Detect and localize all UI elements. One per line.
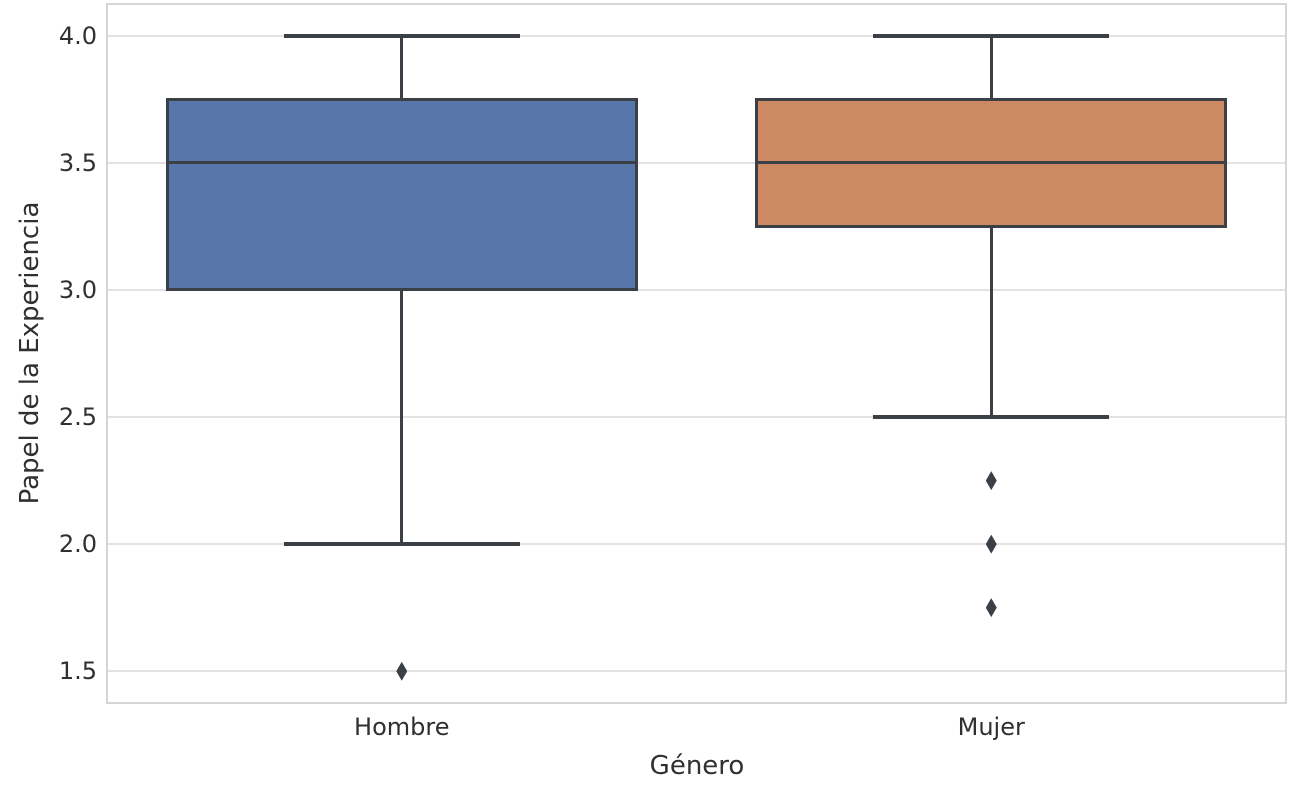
whisker-cap-upper-hombre [283, 33, 520, 38]
y-tick-label: 3.0 [58, 275, 97, 304]
x-tick-label-hombre: Hombre [354, 713, 450, 741]
gridline [108, 34, 1285, 37]
outlier-marker-hombre [396, 661, 408, 681]
outlier-marker-mujer [985, 471, 997, 491]
y-axis-label: Papel de la Experiencia [15, 201, 45, 505]
whisker-upper-line-mujer [989, 35, 993, 100]
whisker-lower-line-hombre [400, 289, 404, 545]
y-tick-label: 2.0 [58, 530, 97, 559]
whisker-cap-upper-mujer [873, 33, 1110, 38]
x-tick-label-mujer: Mujer [957, 713, 1025, 741]
whisker-cap-lower-mujer [873, 415, 1110, 420]
median-line-mujer [755, 161, 1228, 165]
outlier-marker-mujer [985, 534, 997, 554]
gridline [108, 161, 1285, 164]
whisker-cap-lower-hombre [283, 542, 520, 547]
median-line-hombre [165, 161, 638, 165]
whisker-upper-line-hombre [400, 35, 404, 100]
whisker-lower-line-mujer [989, 226, 993, 418]
gridline [108, 543, 1285, 546]
gridline [108, 670, 1285, 673]
y-tick-label: 3.5 [58, 148, 97, 177]
gridline [108, 288, 1285, 291]
y-tick-label: 1.5 [58, 657, 97, 686]
box-hombre [165, 97, 638, 292]
y-tick-label: 2.5 [58, 403, 97, 432]
gridline [108, 416, 1285, 419]
outlier-marker-mujer [985, 598, 997, 618]
y-tick-label: 4.0 [58, 21, 97, 50]
x-axis-label: Género [649, 751, 745, 781]
